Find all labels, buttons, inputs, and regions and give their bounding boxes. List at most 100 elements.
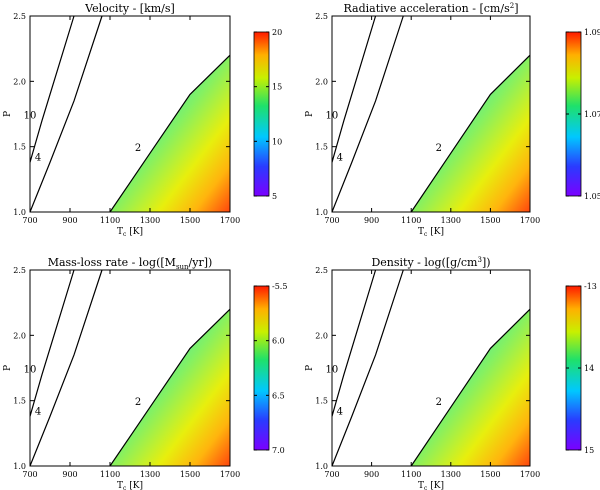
colorbar-tick-label: 20 [272,28,282,37]
panel-title: Density - log([g/cm3]) [371,256,490,269]
y-tick-label: 1.0 [13,462,26,471]
x-tick-label: 900 [62,216,77,225]
contour-label-2: 2 [436,143,442,154]
contour-line-2 [410,54,531,213]
contour-label-10: 10 [326,365,339,376]
x-axis-label: Tc [K] [418,227,444,238]
y-tick-label: 2.0 [13,331,26,340]
y-tick-label: 2.0 [315,331,328,340]
y-axis-label: P [3,111,13,117]
x-tick-label: 1700 [520,216,540,225]
y-tick-label: 2.5 [13,12,26,21]
x-tick-label: 1100 [401,470,421,479]
x-tick-label: 1500 [480,470,500,479]
x-tick-label: 1500 [180,216,200,225]
chart-panel-3: 10 4 2 Mass-loss rate - log([Msun/yr]) 700 90… [3,256,287,490]
colorbar-tick-label: 7.0 [272,446,285,455]
colorbar-tick-label: 15 [272,83,282,92]
plot-frame [29,15,231,213]
x-tick-label: 1700 [220,216,240,225]
contour-line-10 [331,15,377,163]
colorbar [253,31,270,197]
colorbar-tick-label: 10 [272,137,282,146]
x-tick-label: 1700 [220,470,240,479]
colorbar-tick-label: 6.0 [272,337,285,346]
x-tick-label: 700 [324,216,339,225]
contour-label-4: 4 [35,406,41,417]
y-tick-label: 2.5 [13,266,26,275]
y-tick-label: 1.0 [315,462,328,471]
contour-line-4 [29,269,103,467]
y-tick-label: 1.5 [315,143,328,152]
colorbar [253,285,270,451]
contour-label-4: 4 [337,406,343,417]
y-axis-label: P [305,111,315,117]
y-tick-label: 1.5 [315,397,328,406]
heatmap-filled-region [110,309,230,466]
contour-label-2: 2 [436,397,442,408]
colorbar-tick-label: 5 [272,192,277,201]
colorbar-tick-label: 1.09 [584,28,600,37]
contour-line-2 [109,308,231,467]
colorbar-tick-label: -13 [584,282,597,291]
x-tick-label: 1700 [520,470,540,479]
x-axis-label: Tc [K] [418,481,444,490]
contour-line-10 [29,269,75,417]
x-tick-label: 1100 [100,470,120,479]
chart-panel-2: 10 4 2 Radiative acceleration - [cm/s2] 700 9… [305,2,600,238]
y-tick-label: 1.5 [13,397,26,406]
y-axis-label: P [3,365,13,371]
x-tick-label: 1500 [180,470,200,479]
contour-label-2: 2 [135,397,141,408]
contour-label-4: 4 [35,152,41,163]
panel-title: Velocity - [km/s] [84,2,175,15]
chart-panel-1: 10 4 2 Velocity - [km/s] 700 900 1100 1300 1500 1… [3,2,282,238]
colorbar-tick-label: 1.05 [584,192,600,201]
colorbar-tick-label: 6.5 [272,391,285,400]
panel-title: Radiative acceleration - [cm/s2] [344,2,519,15]
y-tick-label: 2.0 [13,77,26,86]
x-axis-label: Tc [K] [117,481,143,490]
x-tick-label: 1500 [480,216,500,225]
x-tick-label: 1300 [140,216,160,225]
heatmap-filled-region [411,309,530,466]
contour-line-4 [331,269,404,467]
y-tick-label: 2.5 [315,12,328,21]
plot-frame [29,269,231,467]
y-tick-label: 2.5 [315,266,328,275]
heatmap-filled-region [411,55,530,213]
contour-label-2: 2 [135,143,141,154]
plot-frame [331,269,531,467]
contour-line-2 [109,54,231,213]
colorbar-tick-label: 1.07 [584,110,600,119]
contour-line-10 [29,15,75,163]
y-tick-label: 1.0 [315,208,328,217]
colorbar-tick-label: -5.5 [272,282,287,291]
x-tick-label: 1300 [441,470,461,479]
chart-panel-4: 10 4 2 Density - log([g/cm3]) 700 900 1100 1300… [305,256,597,490]
x-tick-label: 1300 [140,470,160,479]
contour-line-4 [331,15,404,213]
plot-frame [331,15,531,213]
contour-line-4 [29,15,103,213]
x-tick-label: 1100 [100,216,120,225]
x-axis-label: Tc [K] [117,227,143,238]
x-tick-label: 900 [364,470,379,479]
y-tick-label: 1.5 [13,143,26,152]
x-tick-label: 900 [364,216,379,225]
contour-line-2 [410,308,531,467]
y-tick-label: 2.0 [315,77,328,86]
x-tick-label: 1100 [401,216,421,225]
y-tick-label: 1.0 [13,208,26,217]
contour-label-10: 10 [24,365,37,376]
colorbar-tick-label: 15 [584,446,594,455]
contour-label-4: 4 [337,152,343,163]
colorbar-tick-label: 14 [584,364,594,373]
x-tick-label: 700 [324,470,339,479]
y-axis-label: P [305,365,315,371]
heatmap-filled-region [110,55,230,213]
x-tick-label: 700 [22,470,37,479]
contour-label-10: 10 [24,111,37,122]
x-tick-label: 1300 [441,216,461,225]
